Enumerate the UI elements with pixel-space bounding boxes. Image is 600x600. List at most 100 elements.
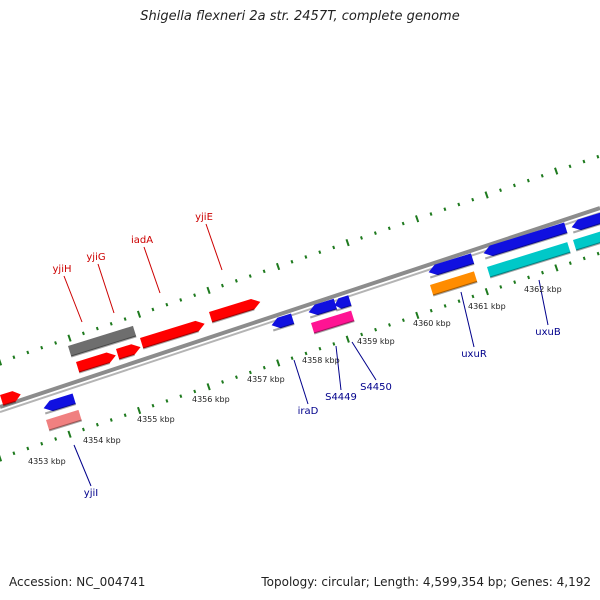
tick-mark (165, 399, 169, 403)
gene-blue-1-shade (272, 323, 295, 332)
gene-iadA (140, 320, 205, 350)
gene-left-edge-shade (2, 400, 16, 407)
tick-mark (276, 359, 281, 367)
gene-yjiE-shade (211, 308, 255, 324)
gene-blue-1-body (271, 313, 295, 329)
gene-cyan-edge-shade (575, 240, 600, 252)
tick-mark (40, 441, 44, 446)
gene-iadA-shade (142, 330, 199, 350)
tick-mark (95, 326, 99, 331)
tick-mark (248, 370, 252, 375)
gene-blue-3 (334, 295, 352, 312)
gene-blue-yjiI-area-body (43, 393, 76, 412)
leader-line (63, 275, 83, 323)
tick-mark (165, 302, 169, 307)
tick-mark (123, 317, 127, 321)
tick-mark (262, 365, 266, 370)
tick-mark (235, 375, 238, 380)
gene-blue-edge (571, 211, 600, 234)
tick-mark (415, 311, 420, 320)
tick-mark (262, 269, 266, 274)
leader-line (351, 341, 377, 381)
gene-label-S4449: S4449 (325, 392, 357, 403)
gene-label-yjiI: yjiI (84, 488, 98, 499)
gene-label-iadA: iadA (131, 235, 153, 246)
tick-mark (54, 437, 58, 441)
tick-mark (429, 212, 433, 216)
tick-mark (582, 256, 586, 261)
gene-pink-shade (48, 419, 83, 432)
page-title: Shigella flexneri 2a str. 2457T, complet… (140, 9, 460, 24)
tick-mark (568, 261, 572, 265)
tick-mark (304, 255, 308, 259)
tick-mark (484, 288, 489, 296)
tick-mark (332, 342, 336, 346)
gene-blue-3-shade (335, 304, 352, 312)
tick-mark (151, 307, 155, 312)
coordinate-labels: 4353 kbp 4354 kbp 4355 kbp 4356 kbp 4357 kbp… (28, 285, 562, 466)
tick-mark (123, 413, 127, 418)
tick-mark (67, 430, 72, 438)
tick-mark (457, 299, 461, 303)
gene-label-iraD: iraD (298, 406, 319, 417)
tick-mark (109, 418, 113, 422)
tick-mark (596, 154, 600, 159)
tick-mark (526, 178, 530, 183)
gene-yjiG-shade (118, 353, 135, 361)
tick-mark (541, 270, 544, 275)
kbp-label: 4362 kbp (524, 285, 562, 294)
tick-mark (151, 403, 155, 408)
gene-label-yjiH: yjiH (53, 264, 72, 275)
gene-left-edge-body (0, 391, 21, 406)
tick-mark (360, 236, 363, 240)
tick-mark (415, 215, 420, 223)
tick-mark (512, 183, 516, 188)
tick-mark (40, 345, 44, 350)
kbp-label: 4356 kbp (192, 395, 230, 404)
kbp-label: 4355 kbp (137, 415, 175, 424)
gene-blue-long (483, 222, 568, 260)
upper-tick-track (0, 154, 600, 366)
gene-yjiG (116, 344, 141, 361)
tick-mark (318, 346, 322, 351)
gene-blue-3-body (334, 295, 352, 309)
tick-mark (193, 293, 197, 298)
kbp-label: 4357 kbp (247, 375, 285, 384)
tick-mark (12, 451, 16, 456)
gene-gray-block-body (68, 325, 137, 357)
tick-mark (540, 173, 544, 178)
gene-pink-body (46, 409, 82, 431)
gene-yjiE-body (209, 298, 261, 323)
tick-mark (179, 394, 183, 399)
tick-mark (248, 274, 252, 278)
tick-mark (179, 298, 183, 302)
tick-mark (136, 310, 142, 318)
gene-blue-uxuR-area-body (428, 253, 475, 276)
gene-cyan-shade (489, 251, 571, 279)
tick-mark (0, 454, 3, 462)
tick-mark (513, 280, 517, 284)
tick-mark (26, 446, 30, 451)
tick-mark (457, 202, 461, 207)
gene-blue-yjiI-area-shade (44, 403, 77, 415)
kbp-label: 4353 kbp (28, 457, 66, 466)
tick-mark (596, 251, 600, 256)
tick-mark (221, 380, 225, 384)
gene-cyan-edge (573, 231, 600, 252)
tick-mark (220, 283, 224, 288)
gene-blue-yjiI-area (43, 393, 77, 415)
gene-cyan-edge-body (573, 231, 600, 251)
tick-mark (290, 259, 294, 264)
gene-blue-edge-body (571, 211, 600, 231)
gene-cyan-body (487, 242, 571, 278)
gene-blue-uxuR-area (428, 253, 475, 279)
tick-mark (332, 245, 336, 250)
tick-mark (387, 226, 391, 231)
gene-blue-long-shade (484, 232, 568, 260)
tick-mark (81, 331, 85, 336)
tick-mark (554, 167, 559, 175)
gene-pink (46, 409, 83, 432)
tick-mark (443, 304, 447, 308)
genome-summary-text: Topology: circular; Length: 4,599,354 bp… (261, 575, 591, 589)
